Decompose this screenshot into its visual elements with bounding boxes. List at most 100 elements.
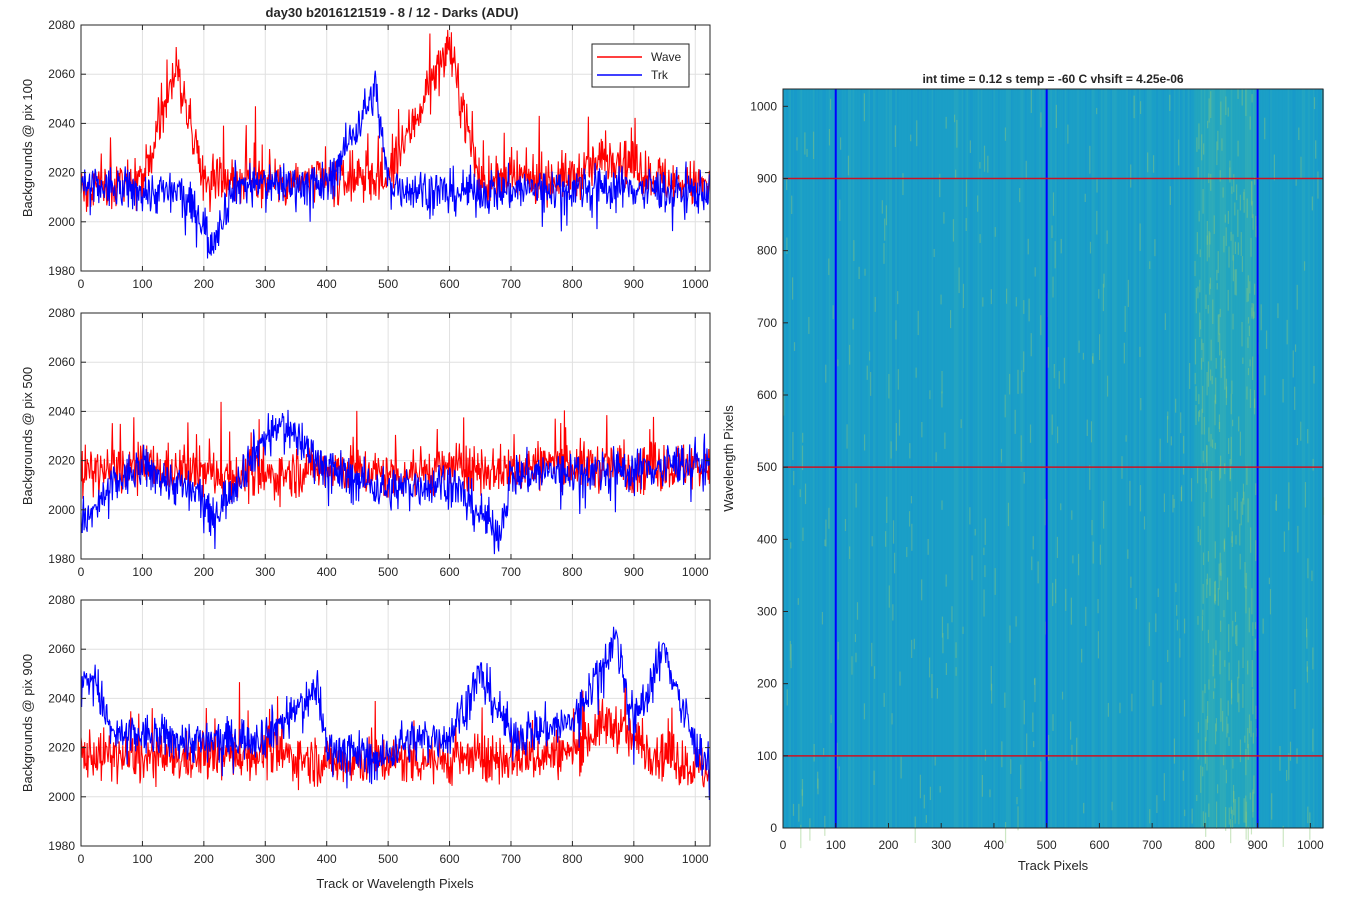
heatmap-speckle bbox=[1140, 485, 1141, 511]
heatmap-column bbox=[1082, 89, 1084, 828]
heatmap-speckle bbox=[1240, 740, 1241, 763]
heatmap-speckle bbox=[940, 295, 941, 305]
heatmap-column bbox=[1193, 89, 1195, 828]
heatmap-speckle bbox=[822, 612, 823, 624]
heatmap-column bbox=[1133, 89, 1135, 828]
x-tick-label: 600 bbox=[1089, 838, 1109, 852]
heatmap-speckle bbox=[1195, 386, 1196, 401]
heatmap-speckle bbox=[1016, 297, 1017, 306]
heatmap-speckle bbox=[1231, 186, 1232, 194]
heatmap-column bbox=[1174, 89, 1176, 828]
heatmap-speckle bbox=[906, 547, 907, 557]
heatmap-speckle bbox=[1009, 625, 1010, 642]
heatmap-column bbox=[1278, 89, 1280, 828]
heatmap-speckle bbox=[1210, 369, 1211, 380]
heatmap-speckle bbox=[1312, 196, 1313, 210]
x-tick-label: 300 bbox=[255, 565, 275, 579]
heatmap-speckle bbox=[915, 817, 916, 843]
heatmap-speckle bbox=[845, 519, 846, 531]
heatmap-speckle bbox=[1098, 289, 1099, 298]
heatmap-speckle bbox=[1169, 95, 1170, 111]
heatmap-speckle bbox=[1274, 155, 1275, 181]
heatmap-column bbox=[861, 89, 863, 828]
heatmap-speckle bbox=[792, 277, 793, 299]
heatmap-speckle bbox=[1271, 793, 1272, 819]
heatmap-speckle bbox=[963, 284, 964, 308]
x-tick-label: 0 bbox=[78, 277, 85, 291]
heatmap-speckle bbox=[1245, 795, 1246, 822]
heatmap-speckle bbox=[1225, 215, 1226, 223]
heatmap-speckle bbox=[1224, 366, 1225, 390]
x-tick-label: 800 bbox=[1195, 838, 1215, 852]
heatmap-column bbox=[1145, 89, 1147, 828]
x-tick-label: 100 bbox=[132, 852, 152, 866]
heatmap-speckle bbox=[1070, 721, 1071, 739]
heatmap-column bbox=[870, 89, 872, 828]
heatmap-column bbox=[1076, 89, 1078, 828]
heatmap-speckle bbox=[1156, 795, 1157, 813]
shared-x-label: Track or Wavelength Pixels bbox=[316, 876, 474, 891]
heatmap-speckle bbox=[1035, 267, 1036, 276]
heatmap-speckle bbox=[1079, 341, 1080, 353]
heatmap-column bbox=[1191, 89, 1193, 828]
heatmap-speckle bbox=[1228, 246, 1229, 267]
heatmap-speckle bbox=[1207, 574, 1208, 585]
heatmap-speckle bbox=[1233, 785, 1234, 803]
heatmap-speckle bbox=[1171, 436, 1172, 445]
heatmap-speckle bbox=[884, 693, 885, 707]
heatmap-column bbox=[797, 89, 799, 828]
heatmap-column bbox=[1283, 89, 1285, 828]
heatmap-speckle bbox=[1139, 347, 1140, 357]
heatmap-speckle bbox=[1205, 719, 1206, 741]
heatmap-speckle bbox=[1062, 692, 1063, 700]
heatmap-speckle bbox=[855, 634, 856, 642]
heatmap-speckle bbox=[867, 366, 868, 380]
heatmap-column bbox=[1087, 89, 1089, 828]
heatmap-speckle bbox=[1254, 284, 1255, 295]
heatmap-column bbox=[799, 89, 801, 828]
heatmap-speckle bbox=[1248, 317, 1249, 323]
heatmap-column bbox=[1316, 89, 1318, 828]
x-tick-label: 400 bbox=[317, 565, 337, 579]
heatmap-speckle bbox=[839, 766, 840, 780]
heatmap-speckle bbox=[1103, 274, 1104, 288]
heatmap-speckle bbox=[831, 715, 832, 723]
heatmap-speckle bbox=[1055, 579, 1056, 603]
heatmap-speckle bbox=[855, 653, 856, 662]
heatmap-speckle bbox=[1052, 583, 1053, 606]
x-tick-label: 100 bbox=[132, 277, 152, 291]
heatmap-speckle bbox=[786, 179, 787, 190]
heatmap-speckle bbox=[1071, 598, 1072, 625]
heatmap-speckle bbox=[1228, 211, 1229, 224]
heatmap-speckle bbox=[1312, 647, 1313, 669]
heatmap-column bbox=[1088, 89, 1090, 828]
heatmap-column bbox=[895, 89, 897, 828]
heatmap-speckle bbox=[895, 125, 896, 147]
heatmap-speckle bbox=[1053, 192, 1054, 215]
y-tick-label: 2040 bbox=[48, 691, 75, 705]
heatmap-speckle bbox=[1275, 501, 1276, 510]
heatmap-speckle bbox=[1229, 808, 1230, 825]
heatmap-speckle bbox=[1167, 416, 1168, 443]
heatmap-speckle bbox=[1201, 358, 1202, 370]
heatmap-column bbox=[1196, 89, 1198, 828]
y-tick-label: 2000 bbox=[48, 503, 75, 517]
heatmap-speckle bbox=[959, 267, 960, 293]
heatmap-column bbox=[785, 89, 787, 828]
heatmap-column bbox=[1264, 89, 1266, 828]
heatmap-speckle bbox=[955, 170, 956, 179]
heatmap-column bbox=[911, 89, 913, 828]
heatmap-speckle bbox=[946, 117, 947, 129]
heatmap-column bbox=[1153, 89, 1155, 828]
heatmap-column bbox=[938, 89, 940, 828]
heatmap-column bbox=[1281, 89, 1283, 828]
heatmap-speckle bbox=[793, 471, 794, 485]
heatmap-speckle bbox=[1017, 806, 1018, 830]
x-tick-label: 900 bbox=[624, 277, 644, 291]
heatmap-speckle bbox=[1220, 698, 1221, 722]
heatmap-speckle bbox=[882, 200, 883, 213]
heatmap-speckle bbox=[1034, 679, 1035, 685]
heatmap-speckle bbox=[1172, 495, 1173, 513]
heatmap-column bbox=[849, 89, 851, 828]
heatmap-speckle bbox=[857, 602, 858, 620]
